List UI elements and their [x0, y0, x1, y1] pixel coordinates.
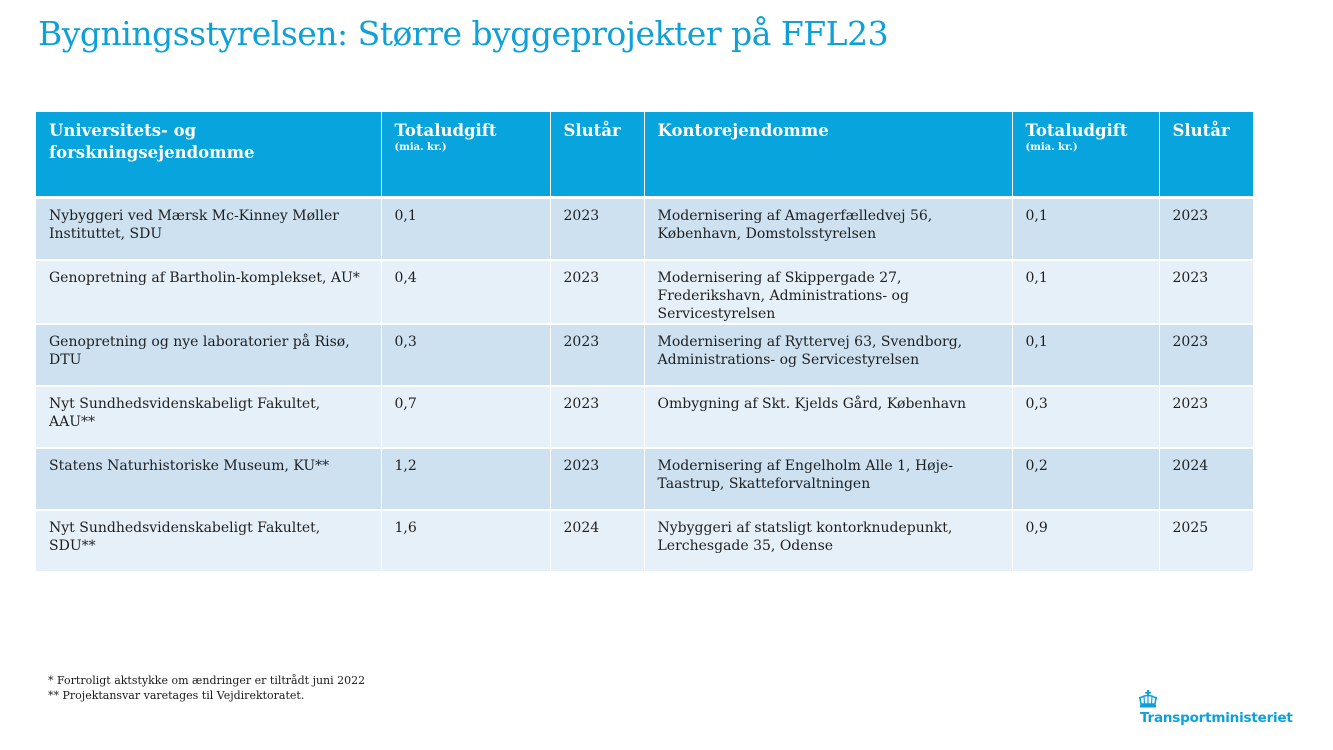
table-cell: 2023	[1159, 386, 1253, 449]
table-row: Genopretning af Bartholin-komplekset, AU…	[36, 260, 1253, 325]
table-cell: 0,1	[1012, 197, 1160, 261]
header-university-properties: Universitets- og forskningsejendomme	[36, 112, 382, 199]
header-end-year: Slutår	[1159, 112, 1253, 199]
table-cell: Genopretning af Bartholin-komplekset, AU…	[36, 260, 382, 325]
table-cell: 0,1	[1012, 324, 1160, 387]
table-cell: Statens Naturhistoriske Museum, KU**	[36, 448, 382, 511]
table-cell: 2023	[550, 197, 645, 261]
table-cell: 1,2	[381, 448, 551, 511]
logo-text: Transportministeriet	[1140, 710, 1293, 726]
table-cell: 2025	[1159, 510, 1253, 573]
table-cell: 2024	[550, 510, 645, 573]
header-label: Totaludgift	[394, 121, 497, 140]
footnotes: * Fortroligt aktstykke om ændringer er t…	[48, 673, 365, 703]
table-cell: Modernisering af Amagerfælledvej 56, Køb…	[644, 197, 1013, 261]
header-label: Kontorejendomme	[657, 121, 829, 140]
table-cell: 0,9	[1012, 510, 1160, 573]
table-cell: Ombygning af Skt. Kjelds Gård, København	[644, 386, 1013, 449]
table-header-row: Universitets- og forskningsejendomme Tot…	[36, 112, 1253, 199]
footnote-1: * Fortroligt aktstykke om ændringer er t…	[48, 674, 366, 687]
table-cell: 0,2	[1012, 448, 1160, 511]
footnote-2: ** Projektansvar varetages til Vejdirekt…	[48, 689, 305, 702]
table-cell: Modernisering af Engelholm Alle 1, Høje-…	[644, 448, 1013, 511]
table-cell: 2023	[1159, 197, 1253, 261]
table-cell: Nybyggeri af statsligt kontorknudepunkt,…	[644, 510, 1013, 573]
table-cell: 2023	[550, 386, 645, 449]
table-row: Nyt Sundhedsvidenskabeligt Fakultet, AAU…	[36, 386, 1253, 449]
header-unit: (mia. kr.)	[394, 142, 447, 153]
table-cell: Modernisering af Skippergade 27, Frederi…	[644, 260, 1013, 325]
table-cell: 2023	[550, 324, 645, 387]
header-unit: (mia. kr.)	[1025, 142, 1078, 153]
table-cell: 0,1	[1012, 260, 1160, 325]
header-office-properties: Kontorejendomme	[644, 112, 1013, 199]
table-row: Genopretning og nye laboratorier på Risø…	[36, 324, 1253, 387]
table-cell: 2023	[1159, 260, 1253, 325]
table-cell: Modernisering af Ryttervej 63, Svendborg…	[644, 324, 1013, 387]
table-row: Nybyggeri ved Mærsk Mc-Kinney Møller Ins…	[36, 197, 1253, 261]
table-cell: 0,3	[1012, 386, 1160, 449]
table-row: Statens Naturhistoriske Museum, KU** 1,2…	[36, 448, 1253, 511]
header-label: Slutår	[563, 121, 621, 140]
header-label: Totaludgift	[1025, 121, 1128, 140]
projects-table: Universitets- og forskningsejendomme Tot…	[36, 112, 1253, 573]
crown-icon	[1138, 690, 1158, 708]
table-cell: Genopretning og nye laboratorier på Risø…	[36, 324, 382, 387]
table-cell: 1,6	[381, 510, 551, 573]
table-cell: 2023	[550, 448, 645, 511]
table-cell: 0,1	[381, 197, 551, 261]
table-cell: 0,4	[381, 260, 551, 325]
table-row: Nyt Sundhedsvidenskabeligt Fakultet, SDU…	[36, 510, 1253, 573]
table-cell: 2023	[1159, 324, 1253, 387]
table-cell: Nyt Sundhedsvidenskabeligt Fakultet, SDU…	[36, 510, 382, 573]
header-label: Universitets- og forskningsejendomme	[49, 121, 255, 162]
header-total-cost: Totaludgift (mia. kr.)	[381, 112, 551, 199]
table-cell: 0,7	[381, 386, 551, 449]
table-cell: 2024	[1159, 448, 1253, 511]
table-cell: Nybyggeri ved Mærsk Mc-Kinney Møller Ins…	[36, 197, 382, 261]
page-title: Bygningsstyrelsen: Større byggeprojekter…	[38, 14, 889, 53]
header-label: Slutår	[1172, 121, 1230, 140]
table-cell: 2023	[550, 260, 645, 325]
ministry-logo: Transportministeriet	[1137, 690, 1307, 730]
table-cell: Nyt Sundhedsvidenskabeligt Fakultet, AAU…	[36, 386, 382, 449]
table-cell: 0,3	[381, 324, 551, 387]
header-end-year: Slutår	[550, 112, 645, 199]
header-total-cost: Totaludgift (mia. kr.)	[1012, 112, 1160, 199]
